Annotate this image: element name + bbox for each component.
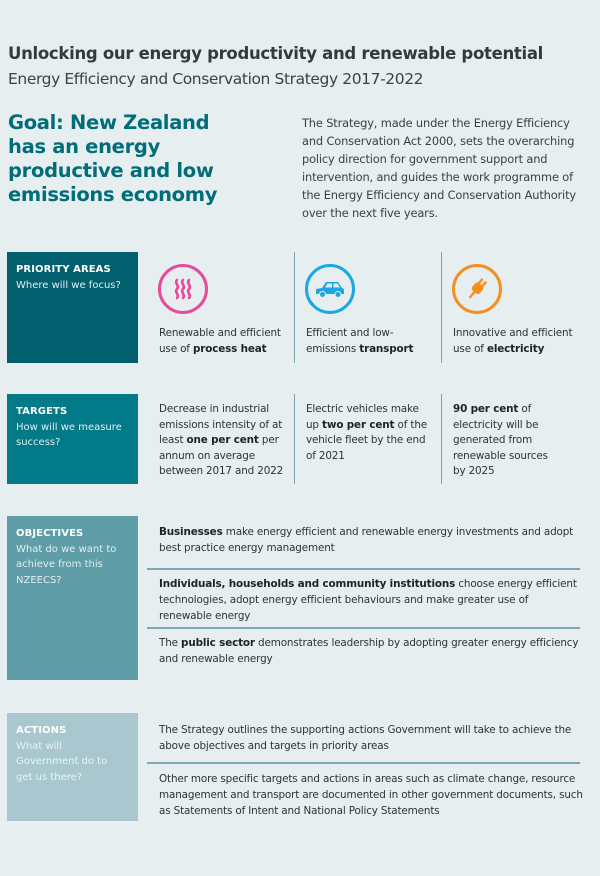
row-divider [147,568,580,570]
target-item-text: of electricity will be generated from re… [453,403,548,478]
goal-line: productive and low [8,159,214,182]
column-divider [294,394,295,484]
intro-paragraph: The Strategy, made under the Energy Effi… [302,116,576,220]
priority-item-emphasis: process heat [192,342,267,355]
target-item-text: per annum on average between 2017 and 20… [159,434,284,478]
objective-item-emphasis: Businesses [159,526,223,538]
objectives-heading: OBJECTIVES [16,528,84,539]
column-divider [441,394,442,484]
action-item-supporting-actions: The Strategy outlines the supporting act… [159,724,572,753]
plug-glyph [468,277,488,299]
column-divider [294,252,295,363]
target-item-emphasis: one per cent [186,434,259,447]
target-item-emphasis: two per cent [322,418,395,431]
priority-item-text: Innovative and efficient use of [453,327,573,355]
priority-areas-question: Where will we focus? [16,279,121,291]
action-item-other-documents: Other more specific targets and actions … [159,773,583,818]
target-item-industrial-emissions: Decrease in industrial emissions intensi… [159,402,284,480]
plug-icon [452,264,502,314]
priority-item-emphasis: transport [359,342,414,355]
objective-item-text: choose energy efficient technologies, ad… [159,578,577,623]
target-item-electric-vehicles: Electric vehicles make up two per cent o… [306,402,431,464]
priority-item-text: Renewable and efficient use of [159,327,281,355]
objective-item-text: demonstrates leadership by adopting grea… [159,637,579,666]
page-subtitle: Energy Efficiency and Conservation Strat… [8,70,424,88]
car-glyph [316,282,344,298]
objective-item-text: The [159,637,182,649]
goal-line: has an energy [8,135,160,158]
target-item-text: of the vehicle fleet by the end of 2021 [306,418,427,462]
objectives-question: What do we want to achieve from this NZE… [16,543,117,586]
page-title: Unlocking our energy productivity and re… [8,44,544,63]
targets-heading: TARGETS [16,406,68,417]
objective-item-public-sector: The public sector demonstrates leadershi… [159,635,584,667]
actions-label-box: ACTIONS What will Government do to get u… [7,713,138,821]
goal-heading: Goal: New Zealand has an energy producti… [8,111,278,207]
car-icon [305,264,355,314]
objective-item-text: make energy efficient and renewable ener… [159,526,574,555]
column-divider [441,252,442,363]
objective-item-emphasis: Individuals, households and community in… [159,578,456,590]
priority-item-process-heat: Renewable and efficient use of process h… [159,326,287,357]
targets-label-box: TARGETS How will we measure success? [7,394,138,484]
target-item-renewable-electricity: 90 per cent of electricity will be gener… [453,402,553,480]
actions-question: What will Government do to get us there? [16,740,108,783]
heat-waves-icon [158,264,208,314]
priority-areas-heading: PRIORITY AREAS [16,264,111,275]
target-item-text: Electric vehicles make up [306,403,419,431]
objectives-label-box: OBJECTIVES What do we want to achieve fr… [7,516,138,680]
target-item-emphasis: 90 per cent [453,403,519,415]
row-divider [147,627,580,629]
priority-item-transport: Efficient and low-emissions transport [306,326,434,357]
heat-waves-glyph [174,278,192,300]
objective-item-emphasis: public sector [181,637,255,649]
priority-areas-label-box: PRIORITY AREAS Where will we focus? [7,252,138,363]
priority-item-text: Efficient and low-emissions [306,327,394,355]
goal-line: Goal: New Zealand [8,111,210,134]
priority-item-electricity: Innovative and efficient use of electric… [453,326,581,357]
target-item-text: Decrease in industrial emissions intensi… [159,403,283,447]
objective-item-businesses: Businesses make energy efficient and ren… [159,524,584,556]
goal-line: emissions economy [8,183,218,206]
actions-heading: ACTIONS [16,725,67,736]
objective-item-individuals: Individuals, households and community in… [159,576,584,625]
priority-item-emphasis: electricity [486,342,545,355]
row-divider [147,762,580,764]
targets-question: How will we measure success? [16,421,122,449]
